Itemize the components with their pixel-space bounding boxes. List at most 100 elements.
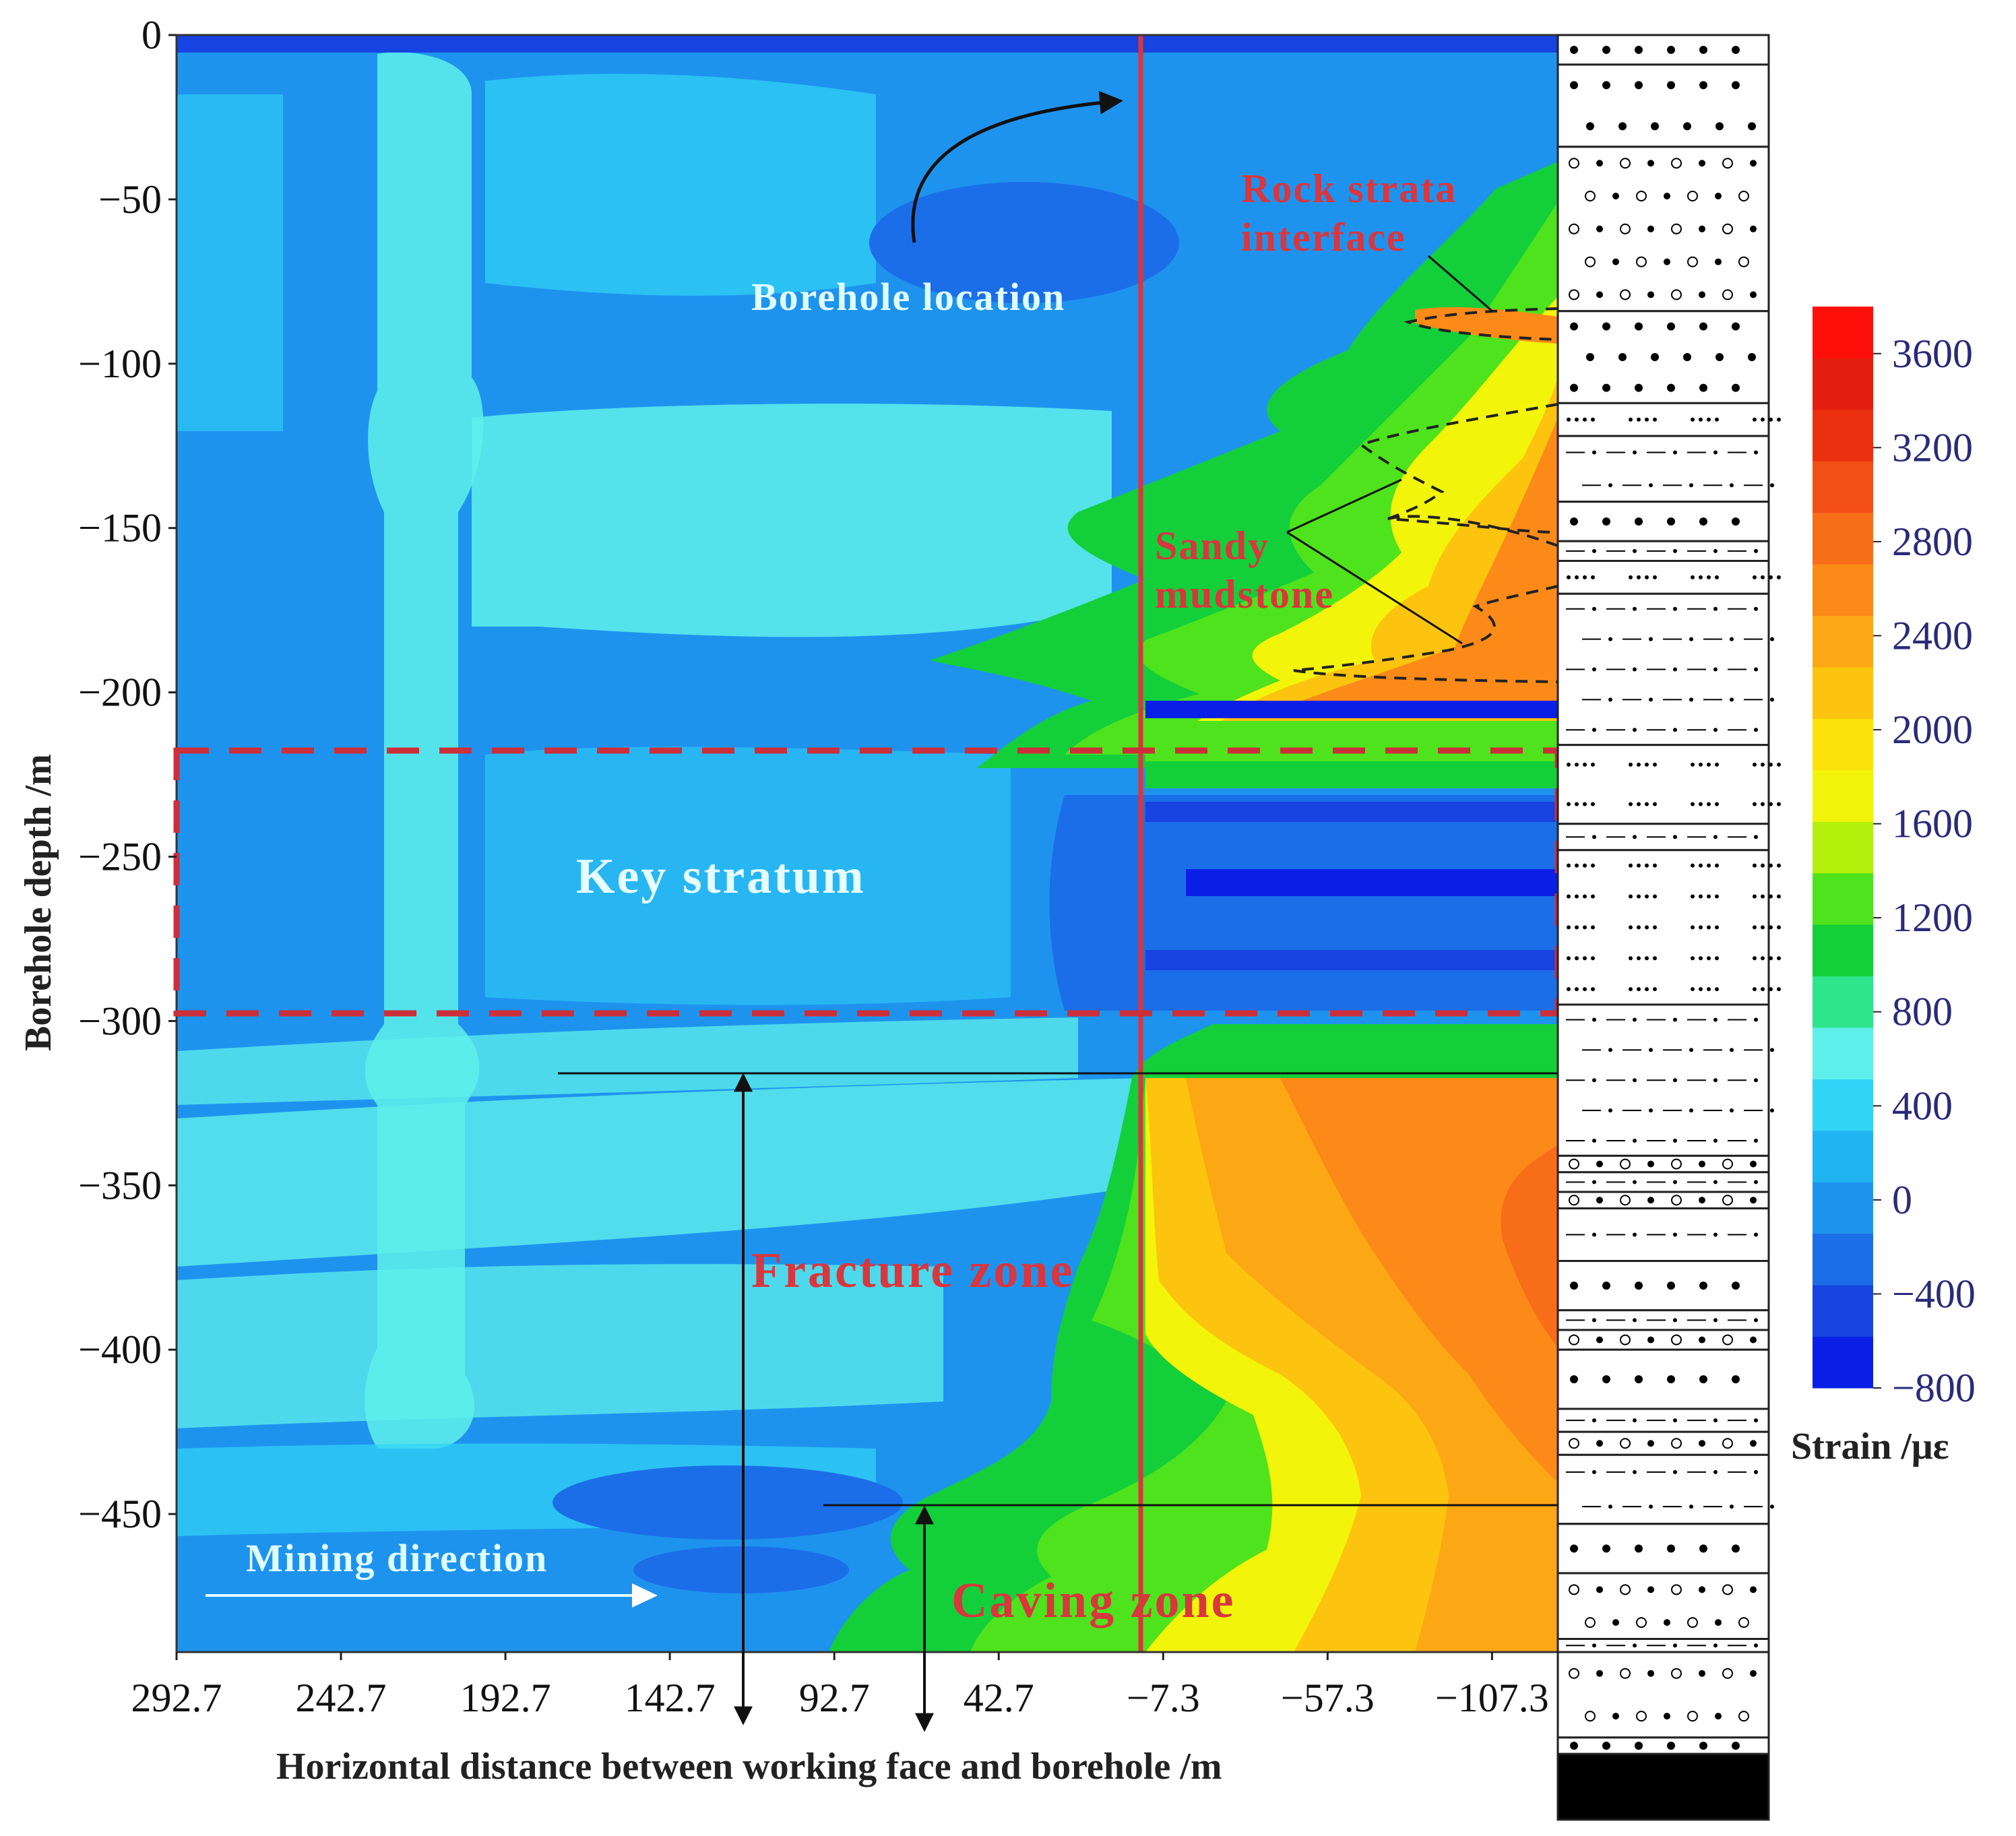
strata-dot (1754, 1418, 1758, 1423)
strata-dot (1647, 1160, 1654, 1168)
strata-cross (1777, 894, 1781, 899)
strata-cross (1777, 987, 1781, 992)
strata-circle (1722, 223, 1733, 234)
strata-layer-box (1556, 849, 1770, 1006)
strata-dot (1633, 1180, 1637, 1184)
strata-dot (1596, 225, 1603, 232)
strata-dot (1699, 1670, 1705, 1677)
strata-dot (1730, 697, 1734, 702)
strata-cross (1707, 925, 1711, 930)
strata-cross (1769, 417, 1773, 422)
strata-dot (1570, 45, 1578, 54)
strata-cross (1769, 956, 1773, 961)
strata-layer (1556, 146, 1770, 313)
strata-cross (1575, 987, 1579, 992)
strata-dot (1713, 667, 1718, 672)
strata-cross (1715, 956, 1719, 961)
colorbar-segment (1813, 924, 1873, 977)
strata-dot (1673, 606, 1677, 611)
strata-dot (1689, 1048, 1693, 1052)
strata-layer (1556, 63, 1770, 148)
strata-circle (1722, 1584, 1733, 1595)
strata-cross (1575, 762, 1579, 767)
colorbar-segment (1813, 409, 1873, 462)
strata-cross (1761, 987, 1765, 992)
strata-dot (1633, 606, 1637, 611)
strata-dot (1713, 835, 1718, 840)
strata-dot (1596, 1336, 1603, 1343)
strata-cross (1777, 417, 1781, 422)
strata-dot (1592, 606, 1596, 611)
strata-dot (1667, 1544, 1675, 1553)
strata-cross (1567, 863, 1571, 868)
strata-dot (1592, 728, 1596, 732)
colorbar-segment (1813, 976, 1873, 1028)
strata-cross (1653, 575, 1657, 579)
strata-circle (1671, 1668, 1682, 1679)
rock-strata-interface-label-line2: interface (1241, 215, 1406, 259)
y-axis-ticks: 0 −50 −100 −150 −200 −250 −300 −350 −400 −450 (78, 13, 177, 1536)
strata-dot (1754, 1017, 1758, 1022)
strata-cross (1769, 894, 1773, 899)
strata-dot (1602, 1742, 1610, 1750)
strata-layer (1556, 849, 1781, 1006)
strata-cross (1707, 956, 1711, 961)
strata-cross (1583, 987, 1587, 992)
y-tick-label: −150 (78, 506, 162, 550)
strata-circle (1671, 1334, 1682, 1346)
strata-layer (1556, 1523, 1770, 1575)
strata-dot (1715, 353, 1724, 362)
strata-dot (1612, 1713, 1619, 1720)
strata-dot (1689, 697, 1693, 702)
strata-circle (1722, 289, 1733, 300)
colorbar-segment (1813, 1027, 1873, 1079)
strata-cross (1591, 925, 1595, 930)
strata-cross (1575, 925, 1579, 930)
strata-circle (1722, 1438, 1733, 1449)
strata-cross (1769, 575, 1773, 579)
strata-dot (1570, 383, 1578, 392)
strata-cross (1567, 575, 1571, 579)
strata-dot (1754, 1232, 1758, 1237)
strata-dot (1713, 1318, 1718, 1323)
strata-dot (1570, 322, 1578, 331)
strata-cross (1715, 987, 1719, 992)
strata-cross (1707, 863, 1711, 868)
strata-cross (1753, 575, 1757, 579)
strata-cross (1753, 894, 1757, 899)
strata-dot (1673, 1180, 1677, 1184)
strata-layer (1556, 402, 1781, 437)
annotations: Rock strata interface Borehole location … (246, 166, 1455, 1628)
strata-circle (1620, 1195, 1631, 1206)
colorbar-ticks: 3600 3200 2800 2400 2000 1600 1200 800 400 0 −400 −… (1873, 331, 1976, 1410)
strata-dot (1633, 835, 1637, 840)
strata-cross (1637, 987, 1641, 992)
strata-layer-box (1556, 559, 1770, 595)
strata-cross (1591, 956, 1595, 961)
strata-dot (1633, 450, 1637, 455)
strata-dot (1748, 122, 1756, 131)
strata-cross (1567, 894, 1571, 899)
strata-dot (1602, 45, 1610, 54)
strata-dot (1586, 353, 1594, 362)
strata-dot (1730, 637, 1734, 641)
colorbar-segment (1813, 1336, 1873, 1389)
strata-cross (1583, 956, 1587, 961)
strata-layer (1556, 1752, 1770, 1821)
strata-dot (1730, 1108, 1734, 1113)
strata-dot (1673, 667, 1677, 672)
strata-circle (1671, 289, 1682, 300)
strata-cross (1645, 925, 1649, 930)
strata-cross (1691, 956, 1695, 961)
strata-dot (1592, 1318, 1596, 1323)
strata-dot (1596, 1586, 1603, 1593)
y-tick-label: −200 (78, 670, 162, 715)
strata-cross (1753, 956, 1757, 961)
strata-circle (1738, 191, 1749, 202)
strata-cross (1769, 762, 1773, 767)
strata-dot (1699, 81, 1707, 90)
strata-cross (1591, 894, 1595, 899)
strata-dot (1649, 697, 1653, 702)
strata-dot (1667, 1742, 1675, 1750)
y-tick-label: 0 (141, 13, 162, 57)
